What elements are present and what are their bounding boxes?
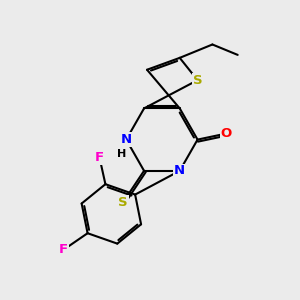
Text: H: H bbox=[117, 149, 127, 160]
Text: F: F bbox=[95, 151, 104, 164]
Text: N: N bbox=[174, 164, 185, 177]
Text: F: F bbox=[59, 243, 68, 256]
Text: O: O bbox=[220, 127, 231, 140]
Text: S: S bbox=[118, 196, 128, 208]
Text: S: S bbox=[193, 74, 202, 87]
Text: N: N bbox=[121, 133, 132, 146]
